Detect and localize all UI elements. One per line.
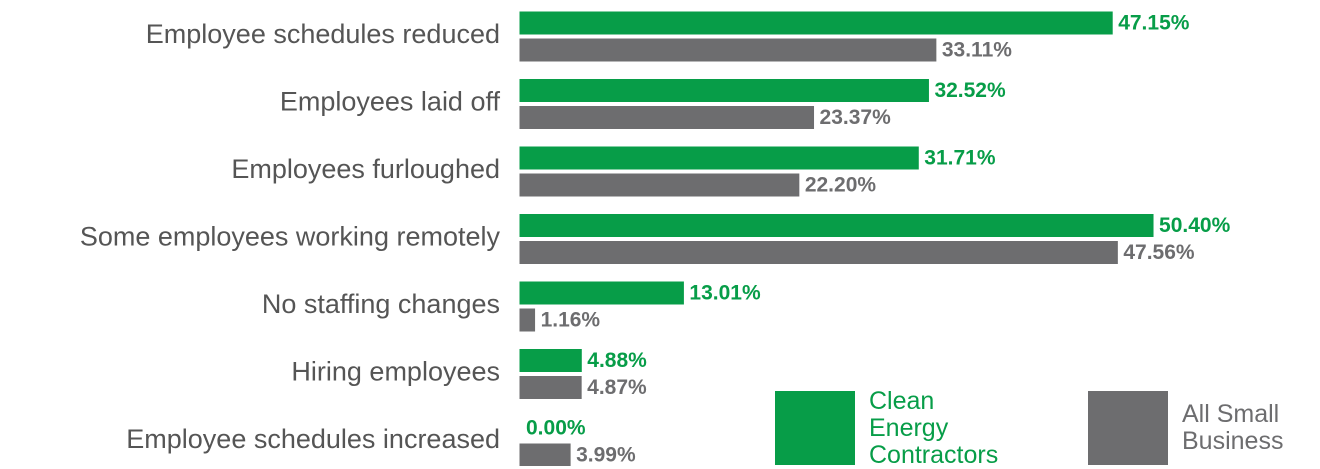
category-label: Hiring employees <box>291 357 500 387</box>
bar <box>519 349 582 372</box>
category-label: Employees laid off <box>280 87 501 117</box>
bar <box>519 214 1154 237</box>
category-label: Some employees working remotely <box>80 222 501 252</box>
bar <box>519 308 536 332</box>
legend-swatch <box>1088 391 1168 465</box>
value-label: 22.20% <box>805 174 877 197</box>
bar <box>519 106 815 129</box>
value-label: 3.99% <box>576 444 636 466</box>
bar <box>519 241 1118 264</box>
value-label: 0.00% <box>526 417 586 440</box>
category-label: Employee schedules increased <box>126 424 500 454</box>
bar <box>519 11 1113 35</box>
bar <box>519 443 571 466</box>
bar <box>519 38 937 62</box>
category-label: No staffing changes <box>262 289 500 319</box>
bar <box>519 281 684 305</box>
category-label: Employee schedules reduced <box>146 19 500 49</box>
value-label: 32.52% <box>934 79 1006 102</box>
value-label: 47.15% <box>1118 12 1190 35</box>
legend-label: All Small Business <box>1182 400 1284 455</box>
bar <box>519 376 582 399</box>
value-label: 23.37% <box>820 106 892 129</box>
value-label: 47.56% <box>1123 241 1195 264</box>
value-label: 33.11% <box>942 39 1012 62</box>
value-label: 1.16% <box>541 309 601 332</box>
value-label: 4.87% <box>587 376 647 399</box>
legend-swatch <box>775 391 855 465</box>
bar <box>519 79 929 102</box>
category-label: Employees furloughed <box>231 154 500 184</box>
value-label: 31.71% <box>924 147 996 170</box>
value-label: 4.88% <box>587 349 647 372</box>
value-label: 50.40% <box>1159 214 1231 237</box>
legend-label: Clean Energy Contractors <box>869 386 999 469</box>
bar <box>519 173 800 197</box>
bar <box>519 146 919 170</box>
legend-item: All Small Business <box>1088 391 1320 465</box>
legend-item: Clean Energy Contractors <box>775 387 1019 468</box>
value-label: 13.01% <box>689 282 761 305</box>
